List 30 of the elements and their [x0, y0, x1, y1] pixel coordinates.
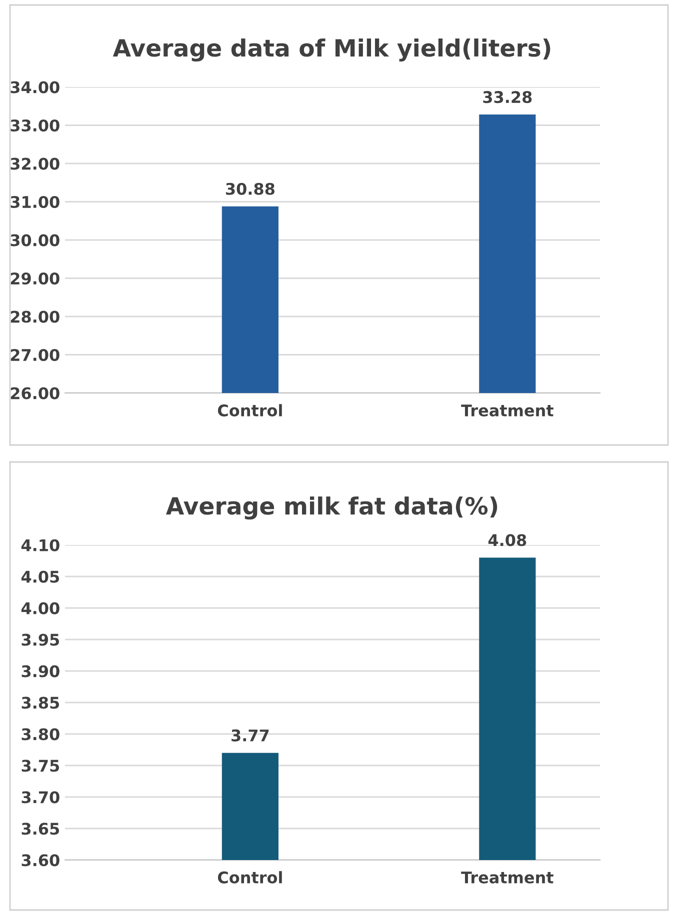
y-tick-label: 3.60 — [22, 854, 60, 866]
x-tick-label: Control — [218, 404, 282, 416]
data-label: 30.88 — [226, 182, 274, 195]
y-tick-label: 3.65 — [22, 822, 60, 835]
chart-title: Average milk fat data(%) — [166, 496, 498, 520]
x-tick-label: Treatment — [461, 872, 554, 884]
y-tick-label: 4.10 — [21, 539, 60, 552]
x-tick-label: Control — [218, 871, 282, 884]
y-tick-label: 33.00 — [10, 119, 60, 132]
y-tick-label: 4.00 — [21, 602, 60, 614]
y-tick-label: 31.00 — [10, 196, 60, 208]
y-tick-label: 26.00 — [10, 387, 60, 400]
y-tick-label: 3.95 — [22, 634, 60, 646]
x-tick-label: Treatment — [461, 404, 554, 416]
y-tick-label: 3.80 — [22, 728, 60, 740]
data-label: 4.08 — [488, 534, 526, 546]
y-tick-label: 29.00 — [10, 272, 60, 285]
y-tick-label: 34.00 — [10, 81, 60, 94]
y-tick-label: 27.00 — [10, 348, 60, 362]
y-tick-label: 3.70 — [22, 791, 60, 804]
y-tick-label: 32.00 — [10, 158, 60, 170]
data-label: 33.28 — [483, 91, 532, 104]
y-tick-label: 3.90 — [22, 665, 60, 678]
y-tick-label: 4.05 — [21, 570, 60, 583]
y-tick-label: 3.75 — [22, 760, 60, 772]
y-tick-label: 28.00 — [10, 310, 60, 323]
data-label: 3.77 — [232, 729, 269, 742]
y-tick-label: 3.85 — [22, 696, 60, 709]
chart-title: Average data of Milk yield(liters) — [112, 38, 550, 62]
y-tick-label: 30.00 — [10, 234, 60, 246]
